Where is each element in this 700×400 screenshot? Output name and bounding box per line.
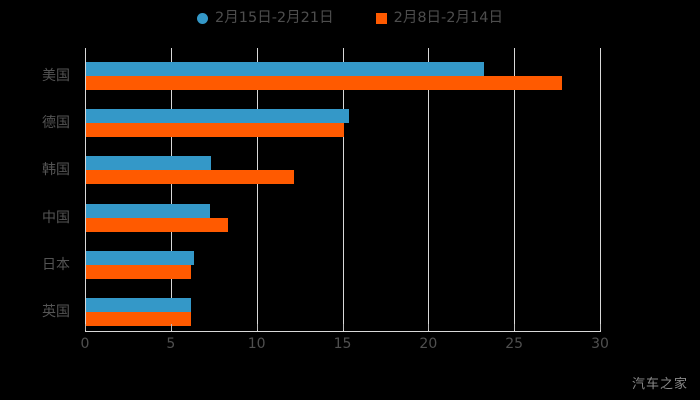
bar-日本-series-1[interactable] [86,264,191,279]
legend-item-series-0[interactable]: 2月15日-2月21日 [197,11,334,26]
y-axis-label-美国: 美国 [42,68,70,84]
x-tick-label-15: 15 [333,336,352,352]
bar-中国-series-1[interactable] [86,217,229,232]
legend-label-series-1: 2月8日-2月14日 [393,9,503,26]
legend-label-series-0: 2月15日-2月21日 [215,9,334,26]
gridline [170,48,172,331]
x-tick-mark [256,324,258,330]
gridline [600,48,601,331]
x-tick-mark [600,324,601,330]
x-axis-ticks: 0 5 10 15 20 25 30 [0,324,700,361]
bar-中国-series-0[interactable] [86,203,210,218]
y-axis-label-韩国: 韩国 [42,162,70,179]
legend-item-series-1[interactable]: 2月8日-2月14日 [375,9,503,26]
x-tick-mark [428,324,430,330]
x-tick-mark [514,324,516,330]
bar-日本-series-0[interactable] [86,250,195,265]
plot-area [85,48,601,331]
x-tick-label-20: 20 [419,336,438,352]
x-tick-label-10: 10 [247,336,266,352]
x-tick-label-25: 25 [505,336,524,352]
y-axis-label-德国: 德国 [42,115,70,132]
bar-德国-series-0[interactable] [86,109,349,124]
y-axis-label-日本: 日本 [42,256,70,273]
bar-德国-series-1[interactable] [86,123,344,138]
bar-韩国-series-1[interactable] [86,170,294,185]
x-tick-label-0: 0 [80,336,90,352]
gridline [514,48,516,331]
x-tick-mark [342,324,344,330]
x-tick-label-30: 30 [591,336,609,352]
bar-英国-series-0[interactable] [86,297,191,312]
gridline [256,48,258,331]
bar-英国-series-1[interactable] [86,311,191,326]
y-axis-labels: 美国德国韩国中国日本英国 [0,48,78,331]
legend-marker-circle-icon [197,12,209,24]
y-axis-label-英国: 英国 [42,303,70,320]
gridline [428,48,430,331]
gridline [342,48,344,331]
x-tick-label-5: 5 [166,336,176,352]
x-tick-mark [170,324,172,330]
watermark: 汽车之家 [631,377,688,392]
bar-韩国-series-0[interactable] [86,156,212,171]
y-axis-line [85,48,86,331]
x-axis-line [85,331,601,332]
legend-marker-square-icon [375,12,387,24]
bar-美国-series-1[interactable] [86,76,562,90]
x-tick-mark [85,324,86,330]
bar-美国-series-0[interactable] [86,62,485,76]
y-axis-label-中国: 中国 [42,209,70,226]
chart-legend: 2月15日-2月21日 2月8日-2月14日 [0,6,700,30]
